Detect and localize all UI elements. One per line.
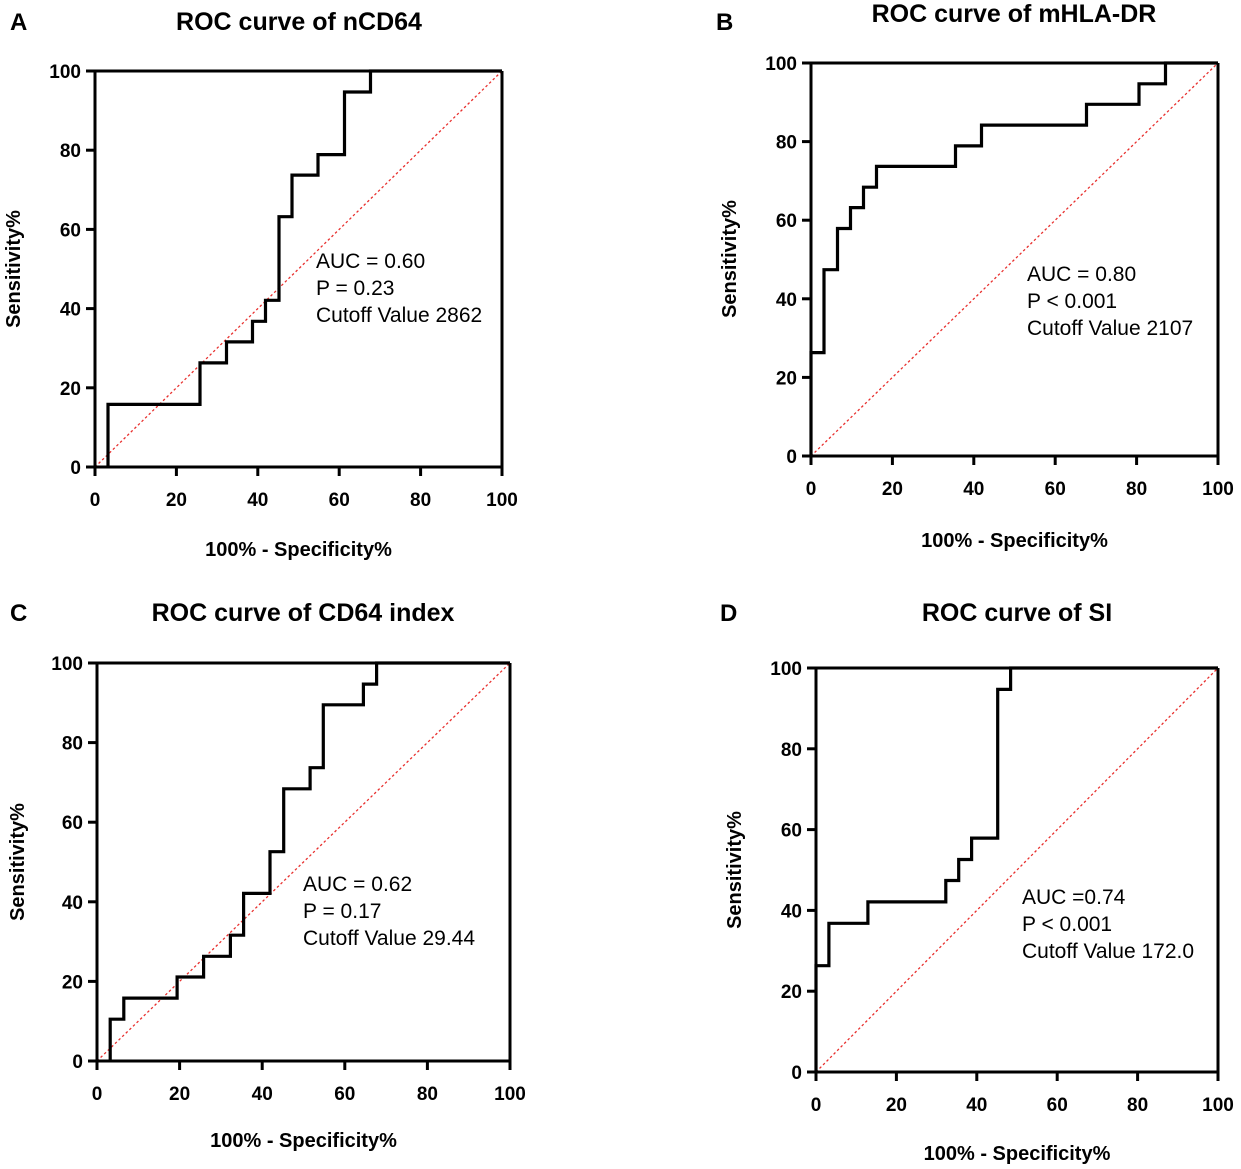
y-tick-label: 60	[776, 211, 797, 232]
y-axis-label: Sensitivity%	[719, 200, 741, 318]
annotation-line: Cutoff Value 2862	[316, 304, 482, 327]
reference-line	[815, 667, 1219, 1073]
chart-panel-b: B ROC curve of mHLA-DR 00 20 20 40 40 60 60 80 80 1…	[716, 0, 1234, 552]
x-axis-label: 100% - Specificity%	[924, 1143, 1111, 1165]
y-tick-label: 40	[776, 290, 797, 311]
x-tick-label: 60	[329, 490, 350, 511]
y-tick-label: 20	[62, 972, 83, 993]
y-tick-label: 60	[62, 813, 83, 834]
x-tick-label: 60	[1047, 1095, 1068, 1116]
x-tick-label: 20	[886, 1095, 907, 1116]
x-tick-label: 0	[811, 1095, 822, 1116]
y-tick-label: 20	[776, 368, 797, 389]
reference-line	[94, 70, 503, 468]
annotation-line: P < 0.001	[1022, 913, 1112, 936]
y-tick-label: 20	[781, 982, 802, 1003]
annotation-line: P < 0.001	[1027, 290, 1117, 313]
x-tick-label: 100	[1202, 1095, 1234, 1116]
x-tick-label: 60	[1045, 479, 1066, 500]
x-axis-label: 100% - Specificity%	[205, 539, 392, 561]
panel-letter: B	[716, 9, 733, 36]
y-axis-label: Sensitivity%	[3, 210, 25, 328]
chart-panel-d: D ROC curve of SI 00 20 20 40 40 60 60 80 80 100 100…	[720, 599, 1234, 1165]
x-tick-label: 0	[806, 479, 817, 500]
x-tick-label: 20	[166, 490, 187, 511]
x-tick-label: 0	[90, 490, 101, 511]
x-tick-label: 40	[247, 490, 268, 511]
y-tick-label: 60	[781, 821, 802, 842]
y-tick-label: 100	[49, 62, 81, 83]
x-tick-label: 40	[252, 1084, 273, 1105]
reference-line	[96, 662, 511, 1062]
chart-title: ROC curve of mHLA-DR	[872, 0, 1157, 28]
x-axis-label: 100% - Specificity%	[210, 1130, 397, 1152]
y-tick-label: 100	[51, 654, 83, 675]
annotation-line: P = 0.17	[303, 900, 381, 923]
x-tick-label: 20	[169, 1084, 190, 1105]
x-tick-label: 60	[334, 1084, 355, 1105]
roc-curve	[108, 661, 510, 1061]
annotation-line: Cutoff Value 29.44	[303, 927, 475, 950]
y-tick-label: 20	[60, 379, 81, 400]
y-tick-label: 60	[60, 220, 81, 241]
annotation-line: AUC = 0.80	[1027, 263, 1136, 286]
y-tick-label: 80	[62, 734, 83, 755]
x-tick-label: 40	[966, 1095, 987, 1116]
x-tick-label: 80	[1126, 479, 1147, 500]
y-axis-label: Sensitivity%	[724, 811, 746, 929]
y-tick-label: 100	[770, 659, 802, 680]
y-tick-label: 80	[776, 133, 797, 154]
roc-curve	[814, 666, 1218, 1072]
y-tick-label: 0	[70, 458, 81, 479]
y-tick-label: 40	[60, 300, 81, 321]
chart-title: ROC curve of CD64 index	[152, 599, 455, 627]
y-axis-label: Sensitivity%	[7, 803, 29, 921]
x-tick-label: 0	[92, 1084, 103, 1105]
annotation-line: P = 0.23	[316, 277, 394, 300]
x-axis-label: 100% - Specificity%	[921, 530, 1108, 552]
panel-letter: D	[720, 600, 737, 627]
annotation-line: Cutoff Value 2107	[1027, 317, 1193, 340]
x-tick-label: 20	[882, 479, 903, 500]
x-tick-label: 100	[486, 490, 518, 511]
x-tick-label: 80	[410, 490, 431, 511]
y-tick-label: 40	[781, 901, 802, 922]
x-tick-label: 80	[1127, 1095, 1148, 1116]
chart-title: ROC curve of SI	[922, 599, 1112, 627]
reference-line	[810, 62, 1219, 457]
x-tick-label: 100	[1202, 479, 1234, 500]
annotation-line: AUC =0.74	[1022, 886, 1126, 909]
chart-panel-a: A ROC curve of nCD64 00 20 20 40 40 60 60 80 80 100…	[3, 8, 518, 561]
roc-curve	[809, 61, 1218, 456]
y-tick-label: 100	[765, 54, 797, 75]
y-tick-label: 0	[72, 1052, 83, 1073]
chart-title: ROC curve of nCD64	[176, 8, 422, 36]
x-tick-label: 100	[494, 1084, 526, 1105]
annotation-line: AUC = 0.62	[303, 873, 412, 896]
panel-letter: C	[10, 600, 27, 627]
annotation-line: Cutoff Value 172.0	[1022, 940, 1194, 963]
y-tick-label: 80	[781, 740, 802, 761]
panel-letter: A	[10, 9, 27, 36]
annotation-line: AUC = 0.60	[316, 250, 425, 273]
roc-curve	[106, 69, 502, 467]
y-tick-label: 80	[60, 141, 81, 162]
x-tick-label: 40	[963, 479, 984, 500]
y-tick-label: 0	[786, 447, 797, 468]
x-tick-label: 80	[417, 1084, 438, 1105]
y-tick-label: 40	[62, 893, 83, 914]
y-tick-label: 0	[791, 1063, 802, 1084]
chart-panel-c: C ROC curve of CD64 index 00 20 20 40 40 60 60 80…	[7, 599, 526, 1152]
